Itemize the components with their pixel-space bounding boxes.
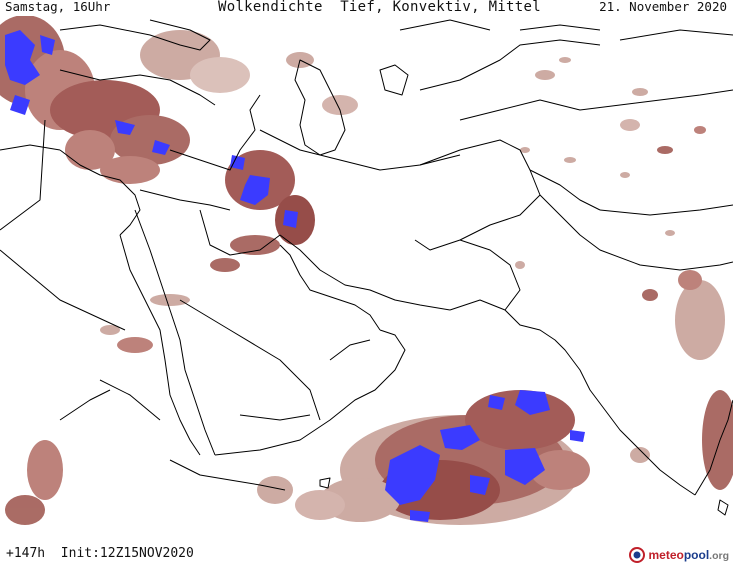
forecast-info: +147h Init:12Z15NOV2020	[6, 546, 194, 561]
meteopool-logo-icon	[629, 547, 646, 563]
date-label: 21. November 2020	[599, 0, 727, 14]
border-lines	[0, 19, 733, 516]
map-title: Wolkendichte Tief, Konvektiv, Mittel	[218, 0, 541, 15]
logo-text-meteo: meteo	[648, 548, 684, 562]
convective-layer	[5, 30, 585, 522]
cloud-layer	[0, 16, 733, 525]
weather-map	[0, 16, 733, 526]
logo-text-pool: pool	[683, 548, 710, 562]
logo-text-org: .org	[709, 550, 729, 562]
time-label: Samstag, 16Uhr	[5, 0, 111, 14]
meteopool-logo[interactable]: meteopool.org	[629, 547, 729, 563]
